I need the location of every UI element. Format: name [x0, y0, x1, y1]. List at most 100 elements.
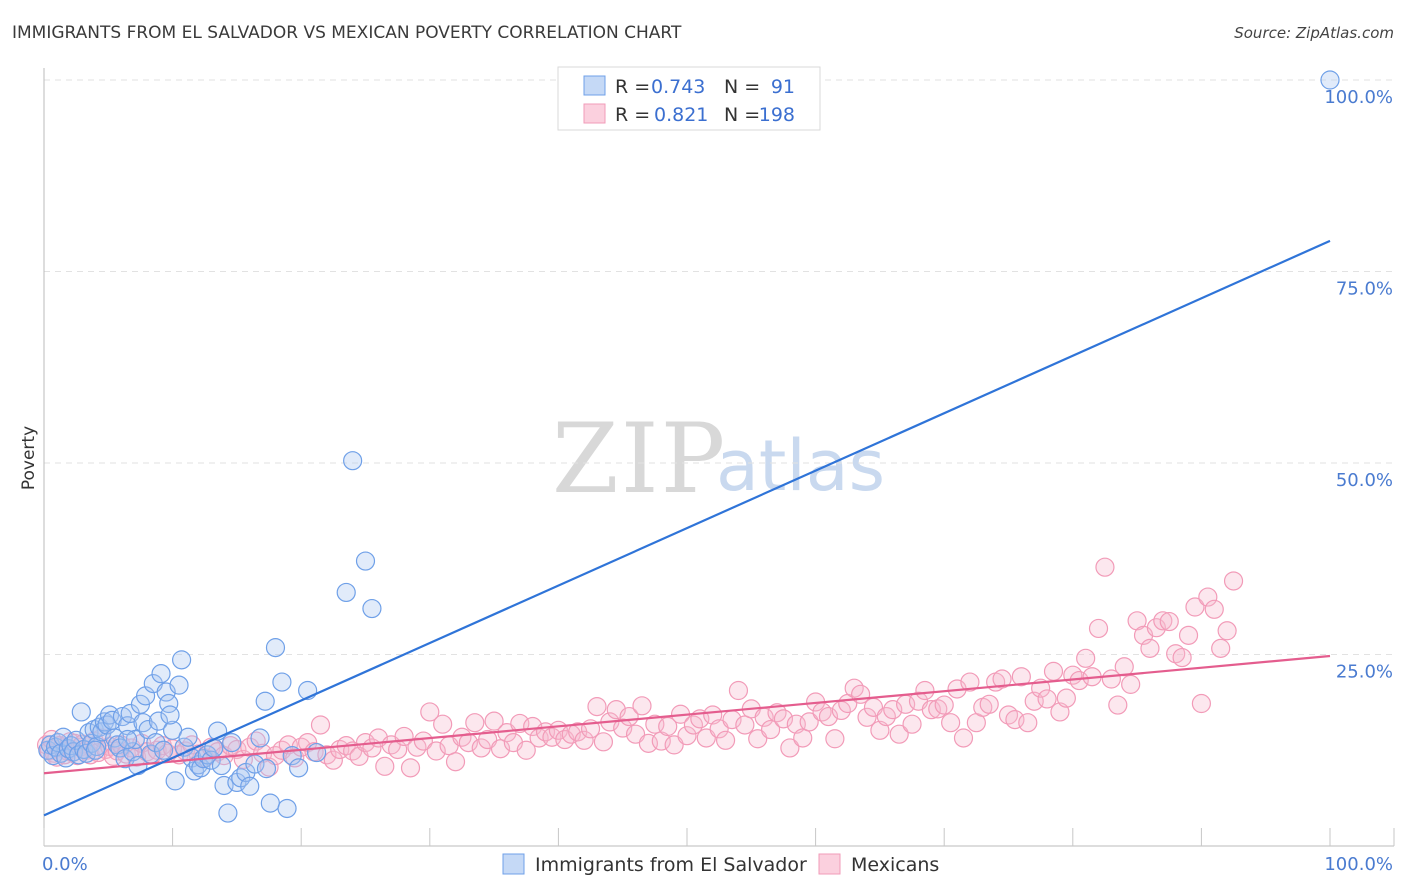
legend-stats: R = 0.743 N = 91 R = 0.821 N = 198	[557, 66, 821, 131]
mexicans-point	[1204, 599, 1224, 619]
mexicans-point	[1159, 611, 1179, 632]
el-salvador-point	[211, 755, 232, 776]
legend-swatch-el-salvador	[583, 75, 606, 96]
mexicans-point	[677, 726, 697, 746]
y-tick-label-2: 75.0%	[1336, 279, 1393, 300]
el-salvador-point	[218, 803, 238, 823]
bottom-legend-label-mexicans: Mexicans	[851, 854, 939, 876]
mexicans-point	[1185, 597, 1205, 617]
el-salvador-point	[272, 672, 292, 692]
el-salvador-point	[178, 727, 198, 747]
el-salvador-point	[289, 758, 309, 778]
el-salvador-point	[277, 798, 297, 819]
mexicans-point	[1011, 667, 1031, 687]
axes	[43, 68, 1395, 847]
mexicans-point	[375, 756, 395, 776]
mexicans-point	[773, 709, 794, 729]
el-salvador-point	[222, 732, 242, 753]
mexicans-point	[728, 680, 749, 701]
mexicans-point	[632, 696, 652, 716]
mexicans-point	[658, 716, 678, 737]
mexicans-point	[400, 758, 421, 778]
el-salvador-point	[355, 551, 376, 571]
el-salvador-point	[160, 705, 180, 725]
el-salvador-point	[265, 638, 286, 658]
mexicans-point	[960, 672, 980, 692]
el-salvador-point	[343, 451, 363, 471]
legend-series: Immigrants from El Salvador Mexicans	[502, 853, 939, 876]
legend-n-value-1: 91	[771, 76, 795, 98]
mexicans-point	[1088, 618, 1109, 639]
mexicans-point	[593, 732, 614, 752]
mexicans-point	[1172, 647, 1192, 668]
mexicans-point	[574, 730, 594, 750]
mexicans-point	[979, 694, 999, 714]
el-salvador-point	[201, 750, 221, 770]
mexicans-point	[1114, 657, 1134, 677]
mexicans-point	[992, 669, 1012, 689]
watermark: ZIP atlas	[552, 403, 885, 515]
el-salvador-point	[135, 686, 156, 706]
el-salvador-point	[125, 729, 145, 750]
mexicans-point	[715, 730, 736, 750]
mexicans-point	[1056, 688, 1076, 708]
el-salvador-point	[151, 664, 171, 684]
mexicans-point	[1108, 695, 1128, 715]
el-salvador-point	[112, 706, 133, 727]
y-tick-label-0: 25.0%	[1336, 662, 1393, 683]
legend-swatch-mexicans	[583, 103, 606, 124]
tick-labels: 25.0% 50.0% 75.0% 100.0% 0.0% 100.0%	[42, 87, 1393, 875]
watermark-zip: ZIP	[552, 403, 727, 515]
mexicans-point	[934, 695, 954, 715]
el-salvador-point	[240, 776, 260, 796]
el-salvador-point	[148, 711, 169, 731]
el-salvador-point	[256, 759, 277, 779]
mexicans-point	[825, 729, 845, 749]
el-salvador-point	[71, 702, 91, 722]
mexicans-point	[523, 716, 543, 737]
el-salvador-point	[307, 742, 327, 763]
el-salvador-point	[85, 740, 106, 760]
legend-r-value-1: 0.743	[651, 76, 705, 98]
el-salvador-point	[169, 675, 189, 695]
el-salvador-point	[250, 728, 270, 748]
mexicans-point	[793, 728, 813, 748]
legend-n-value-2: 198	[759, 104, 795, 126]
mexicans-point	[1217, 621, 1237, 641]
legend-n-label-1: N =	[724, 76, 760, 98]
mexicans-point	[587, 696, 607, 717]
el-salvador-point	[153, 740, 174, 760]
legend-n-label-2: N =	[724, 104, 760, 126]
el-salvador-point	[1320, 70, 1340, 90]
x-tick-label-0: 0.0%	[42, 854, 88, 875]
mexicans-point	[433, 714, 453, 734]
mexicans-point	[780, 738, 800, 758]
watermark-atlas: atlas	[716, 425, 885, 507]
mexicans-point	[760, 719, 781, 740]
mexicans-point	[1153, 611, 1173, 631]
el-salvador-point	[165, 771, 185, 791]
mexicans-point	[426, 741, 446, 761]
chart-source: Source: ZipAtlas.com	[1234, 24, 1394, 42]
legend-r-label-1: R =	[615, 76, 650, 98]
mexicans-point	[902, 714, 922, 734]
mexicans-point	[1121, 674, 1141, 694]
mexicans-point	[452, 727, 472, 747]
mexicans-point	[413, 731, 433, 751]
mexicans-point	[1178, 625, 1199, 645]
mexicans-point	[323, 750, 343, 770]
legend-r-label-2: R =	[615, 104, 650, 126]
mexicans-point	[915, 680, 935, 701]
y-tick-label-1: 50.0%	[1336, 470, 1393, 491]
el-salvador-point	[146, 732, 166, 753]
mexicans-point	[889, 724, 909, 744]
mexicans-point	[1076, 648, 1096, 668]
mexicans-point	[1140, 638, 1160, 658]
mexicans-point	[1043, 661, 1064, 681]
el-salvador-point	[255, 691, 275, 711]
gridlines	[44, 79, 1394, 655]
mexicans-point	[799, 712, 819, 732]
mexicans-point	[420, 702, 440, 722]
x-tick-label-1: 100.0%	[1324, 854, 1393, 875]
